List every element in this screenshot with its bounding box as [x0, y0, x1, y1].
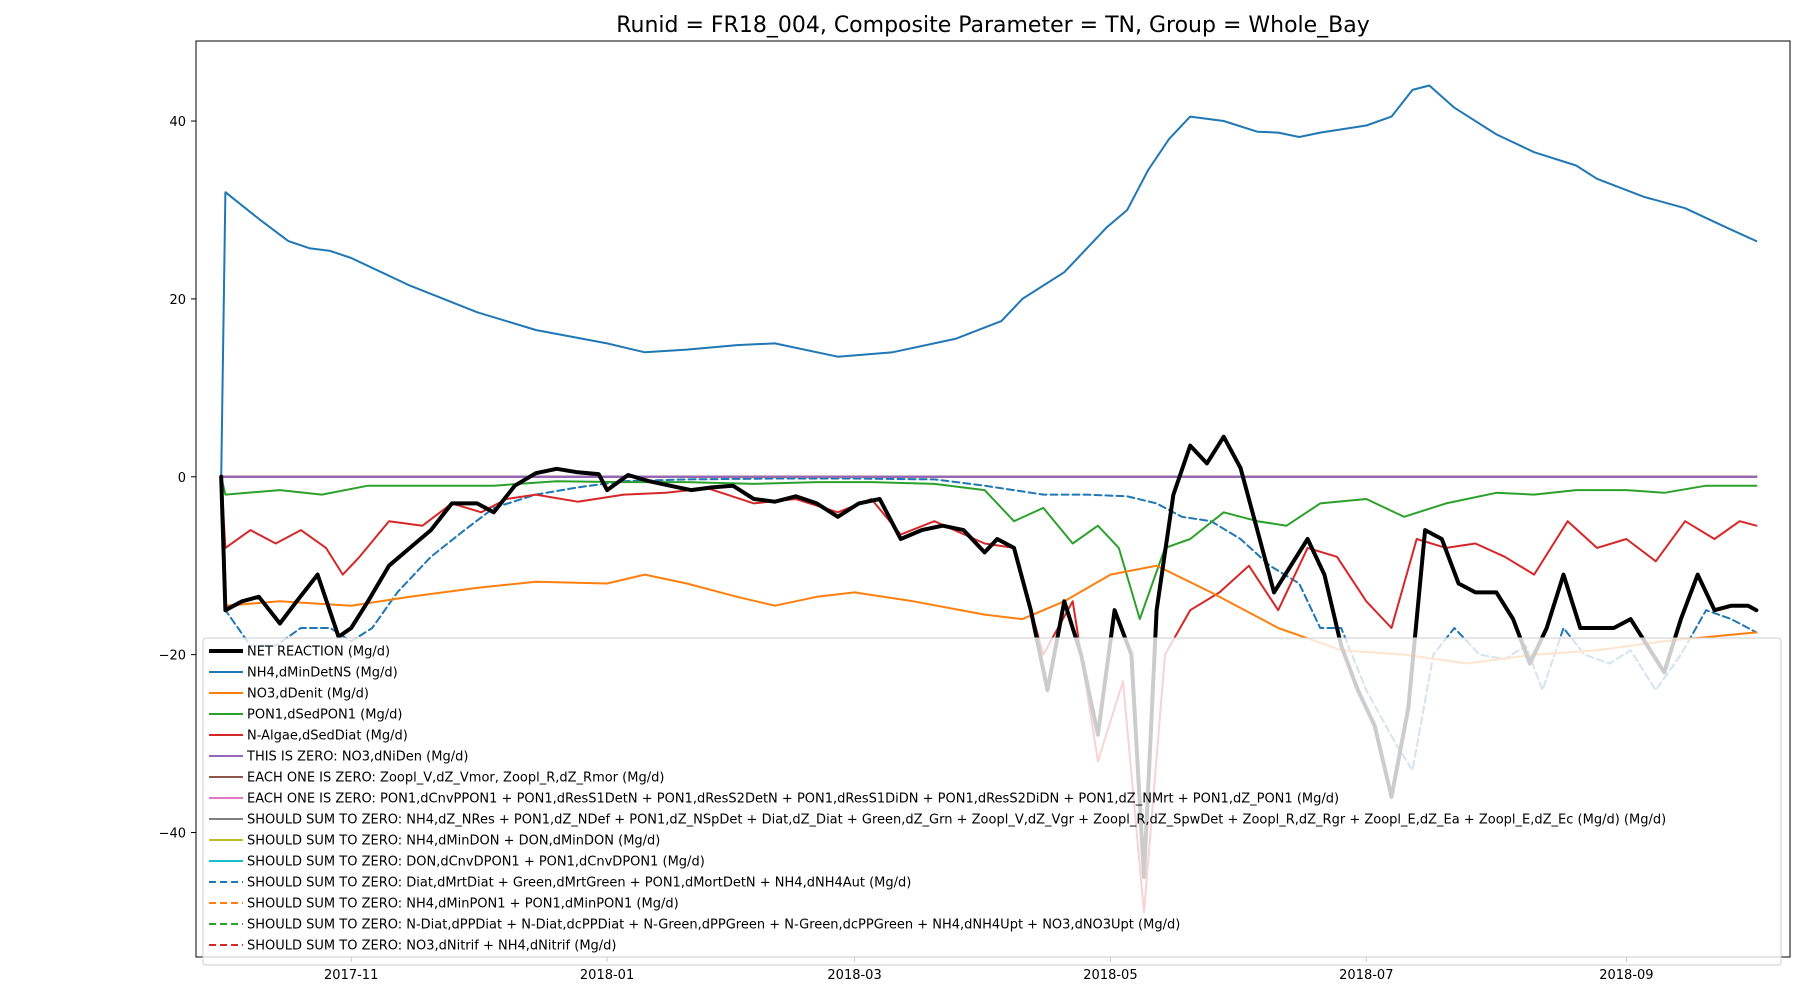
- legend-label: N-Algae,dSedDiat (Mg/d): [247, 729, 408, 744]
- legend-label: SHOULD SUM TO ZERO: NH4,dZ_NRes + PON1,d…: [247, 813, 1666, 828]
- y-tick-label: −20: [159, 649, 186, 664]
- x-tick-label: 2018-07: [1339, 968, 1393, 983]
- y-tick-label: 20: [169, 293, 186, 308]
- legend-label: THIS IS ZERO: NO3,dNiDen (Mg/d): [246, 750, 468, 765]
- legend: NET REACTION (Mg/d) NH4,dMinDetNS (Mg/d) N…: [202, 637, 1782, 966]
- x-tick-label: 2018-09: [1599, 968, 1653, 983]
- legend-label: EACH ONE IS ZERO: PON1,dCnvPPON1 + PON1,…: [247, 792, 1339, 807]
- legend-label: SHOULD SUM TO ZERO: NO3,dNitrif + NH4,dN…: [247, 939, 616, 954]
- legend-label: SHOULD SUM TO ZERO: NH4,dMinPON1 + PON1,…: [247, 897, 679, 912]
- axis-ticks: 2017-11 2018-01 2018-03 2018-05 2018-07 2018-…: [159, 115, 1654, 983]
- legend-label: SHOULD SUM TO ZERO: Diat,dMrtDiat + Gree…: [247, 876, 911, 891]
- y-tick-label: 40: [169, 115, 186, 130]
- legend-label: NET REACTION (Mg/d): [247, 645, 390, 660]
- legend-label: PON1,dSedPON1 (Mg/d): [247, 708, 402, 723]
- y-tick-label: −40: [159, 826, 186, 841]
- y-tick-label: 0: [178, 471, 186, 486]
- legend-label: SHOULD SUM TO ZERO: N-Diat,dPPDiat + N-D…: [247, 918, 1180, 933]
- series-line-1: [220, 84, 1758, 478]
- chart-title: Runid = FR18_004, Composite Parameter = …: [616, 13, 1370, 38]
- x-tick-label: 2017-11: [324, 968, 378, 983]
- x-tick-label: 2018-05: [1083, 968, 1137, 983]
- series-line-11: [220, 475, 1758, 772]
- legend-label: NH4,dMinDetNS (Mg/d): [247, 666, 398, 681]
- series-line-3: [220, 475, 1758, 621]
- x-tick-label: 2018-01: [580, 968, 634, 983]
- legend-label: EACH ONE IS ZERO: Zoopl_V,dZ_Vmor, Zoopl…: [247, 771, 664, 786]
- legend-label: SHOULD SUM TO ZERO: DON,dCnvDPON1 + PON1…: [247, 855, 705, 870]
- legend-box: [202, 637, 1782, 966]
- legend-label: SHOULD SUM TO ZERO: NH4,dMinDON + DON,dM…: [247, 834, 660, 849]
- legend-label: NO3,dDenit (Mg/d): [247, 687, 369, 702]
- x-tick-label: 2018-03: [827, 968, 881, 983]
